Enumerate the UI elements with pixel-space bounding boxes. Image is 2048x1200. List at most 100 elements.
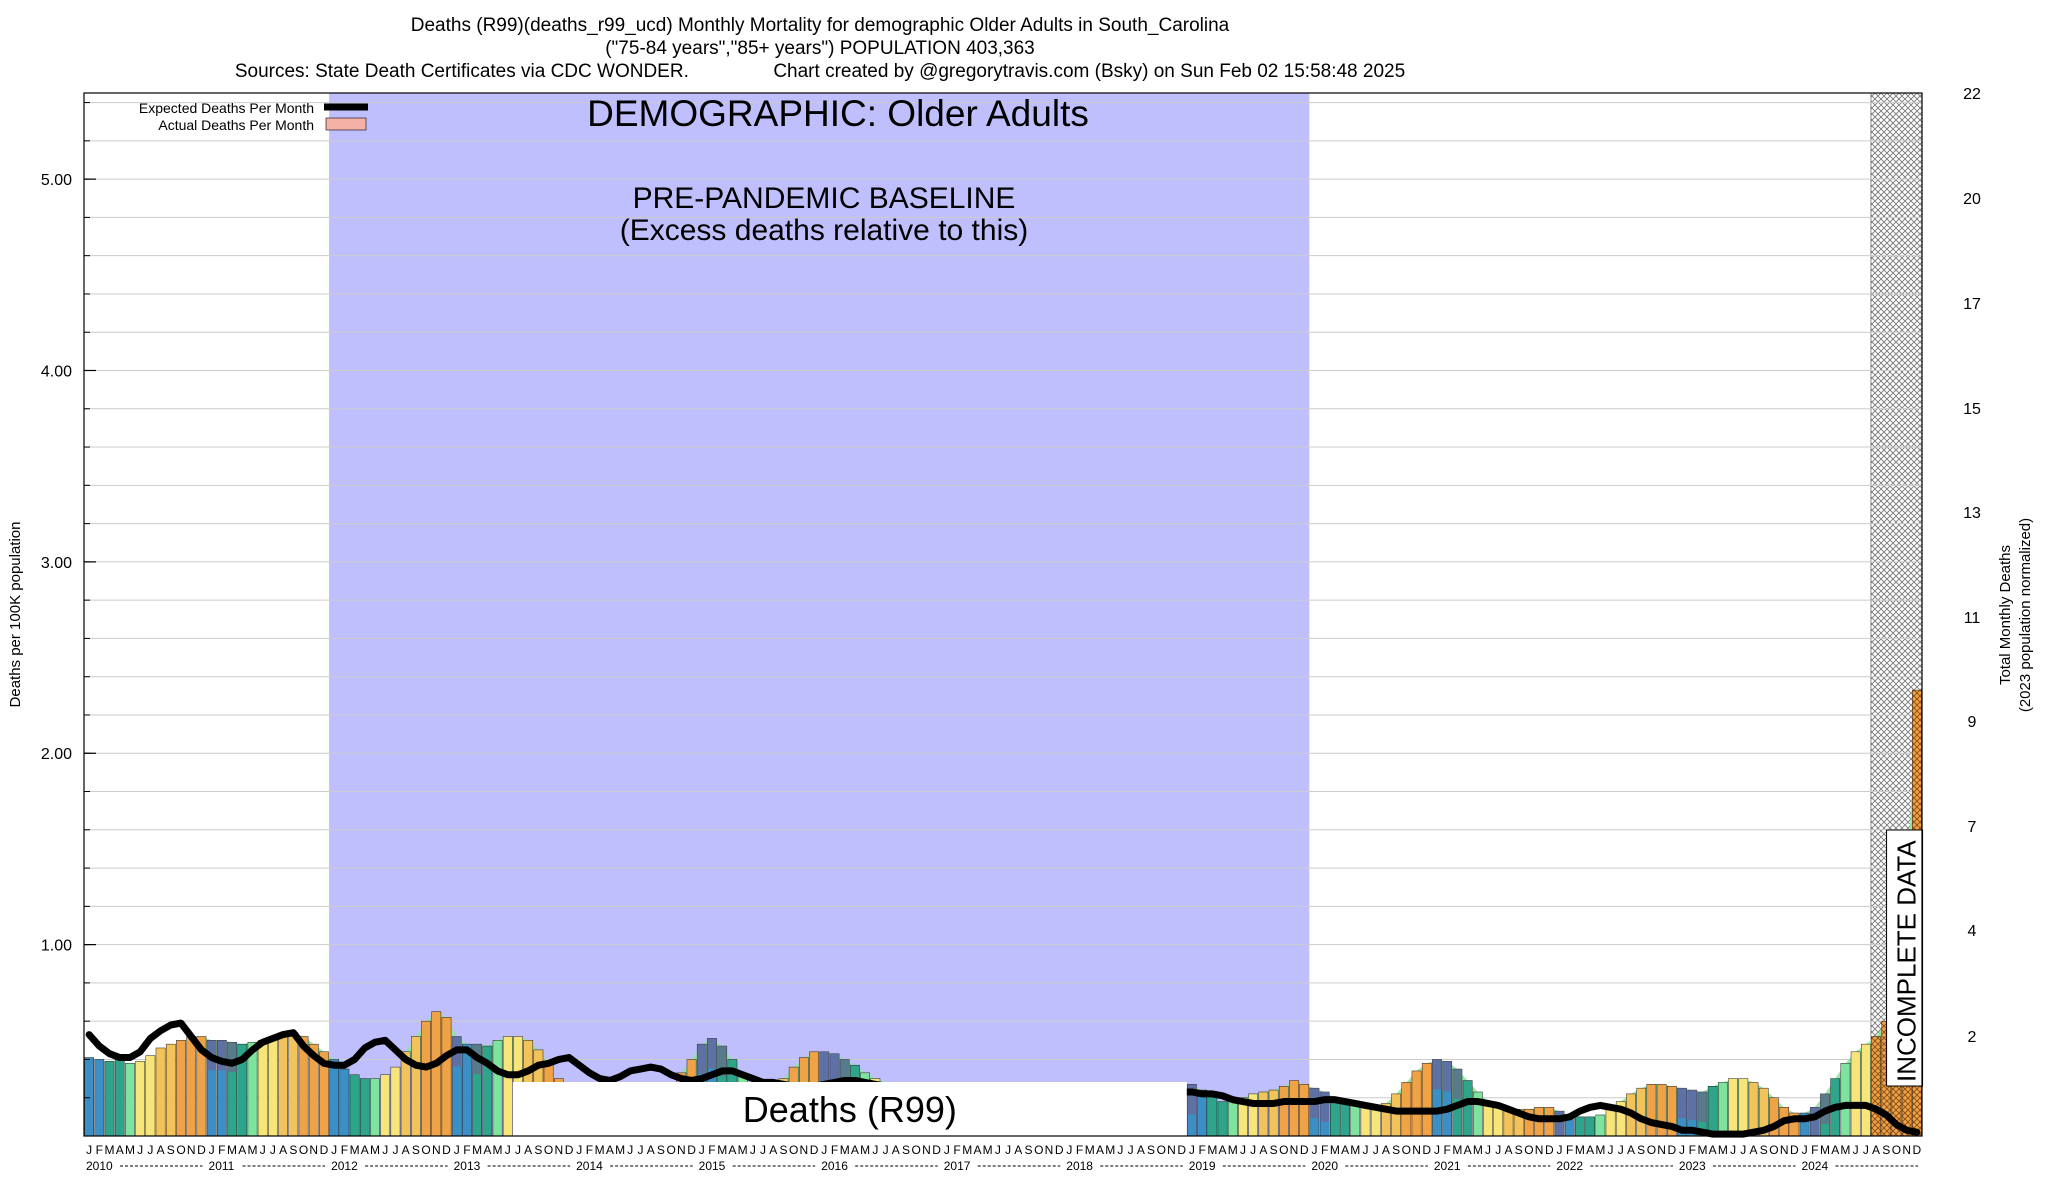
x-month-label: D xyxy=(1545,1143,1554,1157)
x-month-label: N xyxy=(922,1143,931,1157)
x-month-label: J xyxy=(995,1143,1001,1157)
x-month-label: M xyxy=(1105,1143,1115,1157)
x-month-label: A xyxy=(1872,1143,1880,1157)
x-month-label: A xyxy=(524,1143,532,1157)
x-month-label: J xyxy=(1495,1143,1501,1157)
x-year-label: 2012 xyxy=(331,1159,358,1173)
bar-excess-overlay xyxy=(1320,1091,1330,1122)
y2-tick-label: 22 xyxy=(1963,86,1981,103)
x-month-label: M xyxy=(1697,1143,1707,1157)
x-month-label: J xyxy=(392,1143,398,1157)
x-month-label: O xyxy=(544,1143,553,1157)
bar-excess-overlay xyxy=(1554,1111,1565,1136)
bar xyxy=(145,1055,156,1137)
x-month-label: J xyxy=(750,1143,756,1157)
x-month-label: J xyxy=(505,1143,511,1157)
x-month-label: J xyxy=(137,1143,143,1157)
x-month-label: J xyxy=(382,1143,388,1157)
gridlines xyxy=(84,102,1922,1099)
x-month-label: M xyxy=(1473,1143,1483,1157)
bar xyxy=(1728,1078,1738,1137)
x-month-label: M xyxy=(1228,1143,1238,1157)
x-month-label: O xyxy=(912,1143,921,1157)
bar xyxy=(1258,1091,1269,1137)
bar xyxy=(1575,1116,1585,1137)
x-month-label: M xyxy=(1718,1143,1728,1157)
x-month-label: M xyxy=(1840,1143,1850,1157)
x-month-label: O xyxy=(1892,1143,1901,1157)
x-month-label: S xyxy=(779,1143,787,1157)
chart-title-block: Deaths (R99)(deaths_r99_ucd) Monthly Mor… xyxy=(0,14,1640,83)
bar xyxy=(114,1059,125,1137)
bar xyxy=(288,1032,299,1137)
bar xyxy=(1718,1082,1728,1137)
x-month-label: M xyxy=(227,1143,237,1157)
bar xyxy=(1278,1085,1289,1137)
bar-excess-overlay xyxy=(819,1051,829,1082)
bar xyxy=(441,1017,452,1137)
x-month-label: J xyxy=(944,1143,950,1157)
x-month-label: S xyxy=(1392,1143,1400,1157)
x-month-label: O xyxy=(1402,1143,1411,1157)
x-month-label: A xyxy=(1586,1143,1594,1157)
x-month-label: J xyxy=(1740,1143,1746,1157)
x-month-label: F xyxy=(1076,1143,1083,1157)
x-month-label: A xyxy=(238,1143,246,1157)
x-month-label: J xyxy=(1679,1143,1685,1157)
bar xyxy=(1605,1108,1616,1137)
sources-text: Sources: State Death Certificates via CD… xyxy=(234,61,689,82)
x-month-label: F xyxy=(1566,1143,1573,1157)
x-month-label: A xyxy=(973,1143,981,1157)
x-year-label: 2019 xyxy=(1189,1159,1216,1173)
bar xyxy=(1636,1087,1647,1137)
plot-frame xyxy=(83,92,1923,1137)
y2-axis-subtitle: (2023 population normalized) xyxy=(2017,518,2034,712)
bar xyxy=(125,1063,135,1137)
bar xyxy=(1360,1107,1371,1137)
bar xyxy=(1860,1043,1871,1137)
bar xyxy=(1411,1070,1422,1137)
x-year-label: 2010 xyxy=(86,1159,113,1173)
x-month-label: D xyxy=(1055,1143,1064,1157)
x-month-label: D xyxy=(1790,1143,1799,1157)
x-month-label: S xyxy=(657,1143,665,1157)
bar-excess-overlay xyxy=(1810,1107,1820,1136)
x-month-label: J xyxy=(821,1143,827,1157)
bar xyxy=(1493,1107,1504,1137)
x-month-label: M xyxy=(615,1143,625,1157)
chart-title: Deaths (R99)(deaths_r99_ucd) Monthly Mor… xyxy=(410,15,1230,36)
x-month-label: A xyxy=(1219,1143,1227,1157)
bar xyxy=(104,1061,115,1137)
x-month-label: J xyxy=(86,1143,92,1157)
bar xyxy=(1840,1063,1851,1137)
bar xyxy=(1217,1101,1228,1137)
x-month-label: N xyxy=(309,1143,318,1157)
demographic-label: DEMOGRAPHIC: Older Adults xyxy=(587,93,1089,134)
bar xyxy=(339,1068,350,1137)
y-ticks: 1.00 2.00 3.00 4.00 5.00 xyxy=(41,102,96,1099)
x-month-label: M xyxy=(125,1143,135,1157)
bar xyxy=(462,1043,472,1137)
x-year-label: 2017 xyxy=(944,1159,971,1173)
x-month-label: A xyxy=(728,1143,736,1157)
x-month-label: M xyxy=(370,1143,380,1157)
x-month-label: J xyxy=(1005,1143,1011,1157)
x-month-label: A xyxy=(1709,1143,1717,1157)
y2-tick-label: 13 xyxy=(1963,505,1981,522)
x-month-label: N xyxy=(1780,1143,1789,1157)
x-month-label: D xyxy=(1913,1143,1922,1157)
x-month-label: N xyxy=(554,1143,563,1157)
bar-excess-overlay xyxy=(1697,1091,1708,1122)
x-month-label: J xyxy=(331,1143,337,1157)
y-axis-title: Deaths per 100K population xyxy=(7,522,24,708)
x-month-label: A xyxy=(402,1143,410,1157)
x-month-label: A xyxy=(1831,1143,1839,1157)
bar xyxy=(186,1036,197,1137)
x-month-label: A xyxy=(483,1143,491,1157)
x-year-label: 2014 xyxy=(576,1159,603,1173)
x-month-label: A xyxy=(1382,1143,1390,1157)
y-tick-label: 2.00 xyxy=(41,746,72,763)
x-month-label: F xyxy=(341,1143,348,1157)
x-month-label: M xyxy=(1820,1143,1830,1157)
x-month-label: J xyxy=(1618,1143,1624,1157)
